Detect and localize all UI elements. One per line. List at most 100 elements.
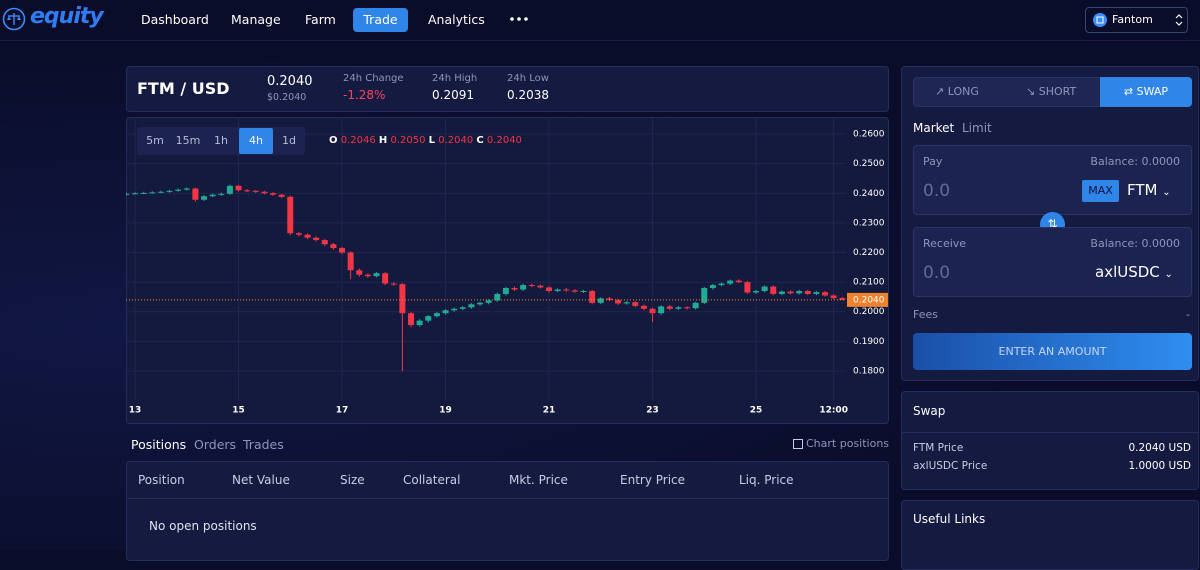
more-menu[interactable] <box>509 15 529 23</box>
last-price-label: 0.2040 <box>853 295 885 305</box>
candle-body <box>520 285 527 290</box>
positions-tab[interactable]: Orders <box>194 437 237 452</box>
trade-tab[interactable]: ↘ SHORT <box>1026 85 1077 98</box>
ohlc-key: H <box>378 135 388 146</box>
pay-label: Pay <box>923 155 943 168</box>
receive-token[interactable]: axlUSDC ⌄ <box>1095 263 1173 281</box>
candle-body <box>356 270 363 275</box>
pay-amount[interactable]: 0.0 <box>923 181 951 201</box>
last-price-tag <box>847 292 888 307</box>
candle-body <box>218 193 225 195</box>
candle-body <box>502 288 509 294</box>
candle-body <box>796 290 803 294</box>
candle-body <box>537 285 544 288</box>
candle-body <box>640 305 647 309</box>
y-tick-label: 0.1900 <box>853 337 885 347</box>
logo-icon <box>2 7 26 31</box>
network-name: Fantom <box>1112 13 1153 26</box>
timeframe-active[interactable]: 4h <box>239 128 273 154</box>
candle-body <box>408 313 415 326</box>
ohlc-key: L <box>428 135 436 146</box>
candle-body <box>666 306 673 309</box>
nav-item[interactable]: Analytics <box>428 12 485 27</box>
candle-body <box>416 320 423 326</box>
positions-table <box>126 461 889 561</box>
info-value: 1.0000 USD <box>1128 460 1191 472</box>
candle-body <box>226 185 233 194</box>
candle-body <box>126 193 130 195</box>
top-nav <box>0 0 1200 41</box>
timeframe[interactable]: 15m <box>175 134 201 147</box>
candle-body <box>235 185 242 191</box>
x-tick-label: 13 <box>129 406 142 416</box>
useful-links <box>901 500 1199 570</box>
nav-item-active[interactable]: Trade <box>353 8 408 32</box>
candle-body <box>606 298 613 300</box>
y-tick-label: 0.2200 <box>853 248 885 258</box>
candle-body <box>485 300 492 303</box>
brand[interactable]: equity <box>30 4 104 29</box>
candle-body <box>580 290 587 292</box>
stat-label: 24h Low <box>507 73 549 84</box>
candle-body <box>313 237 320 241</box>
checkbox-label[interactable]: Chart positions <box>806 437 890 450</box>
x-tick-label: 21 <box>543 406 556 416</box>
receive-amount: 0.0 <box>923 263 951 283</box>
candle-body <box>261 191 268 194</box>
network-select[interactable] <box>1085 7 1188 33</box>
timeframe-group <box>137 127 305 155</box>
candle-body <box>597 298 604 303</box>
positions-tab[interactable]: Positions <box>131 437 187 452</box>
candle-body <box>787 291 794 294</box>
candle-body <box>658 306 665 314</box>
ohlc-value: 0.2040 <box>486 135 522 146</box>
max-button[interactable]: MAX <box>1082 180 1119 202</box>
column-header: Collateral <box>403 473 461 487</box>
candle-body <box>718 283 725 286</box>
positions-tab[interactable]: Trades <box>243 437 284 452</box>
candle-body <box>295 233 302 235</box>
pay-token[interactable]: FTM ⌄ <box>1127 181 1171 199</box>
candle-body <box>709 285 716 289</box>
candle-body <box>546 287 553 291</box>
candle-body <box>140 192 147 194</box>
candle-body <box>554 289 561 291</box>
receive-balance: Balance: 0.0000 <box>1090 237 1180 250</box>
network-icon <box>1093 13 1107 27</box>
candle-body <box>390 283 397 285</box>
y-tick-label: 0.2400 <box>853 189 885 199</box>
nav-item[interactable]: Dashboard <box>141 12 209 27</box>
y-tick-label: 0.2100 <box>853 278 885 288</box>
info-value: 0.2040 USD <box>1128 442 1191 454</box>
select-arrows <box>1175 14 1183 26</box>
submit-button[interactable]: ENTER AN AMOUNT <box>913 333 1192 370</box>
candle-body <box>727 280 734 284</box>
trade-tab-active[interactable]: ⇄ SWAP <box>1100 77 1192 107</box>
x-tick-label: 19 <box>439 406 452 416</box>
candle-body <box>382 273 389 284</box>
timeframe[interactable]: 1h <box>214 134 228 147</box>
checkbox[interactable] <box>793 439 803 449</box>
nav-item[interactable]: Manage <box>231 12 281 27</box>
candle-body <box>623 302 630 304</box>
order-type[interactable]: Market <box>913 121 955 135</box>
receive-box <box>913 227 1192 297</box>
y-tick-label: 0.2500 <box>853 159 885 169</box>
ohlc-value: 0.2050 <box>390 135 426 146</box>
candle-body <box>571 290 578 292</box>
y-tick-label: 0.2000 <box>853 307 885 317</box>
candle-body <box>735 280 742 283</box>
candle-body <box>321 240 328 245</box>
y-tick-label: 0.1800 <box>853 366 885 376</box>
nav-item[interactable]: Farm <box>305 12 336 27</box>
timeframe[interactable]: 5m <box>146 134 164 147</box>
timeframe[interactable]: 1d <box>282 134 296 147</box>
candle-body <box>468 304 475 308</box>
order-type[interactable]: Limit <box>962 121 992 135</box>
candle-body <box>347 252 354 271</box>
pay-balance: Balance: 0.0000 <box>1090 155 1180 168</box>
trade-tab[interactable]: ↗ LONG <box>935 85 979 98</box>
candle-body <box>494 293 501 301</box>
candle-body <box>839 298 846 300</box>
